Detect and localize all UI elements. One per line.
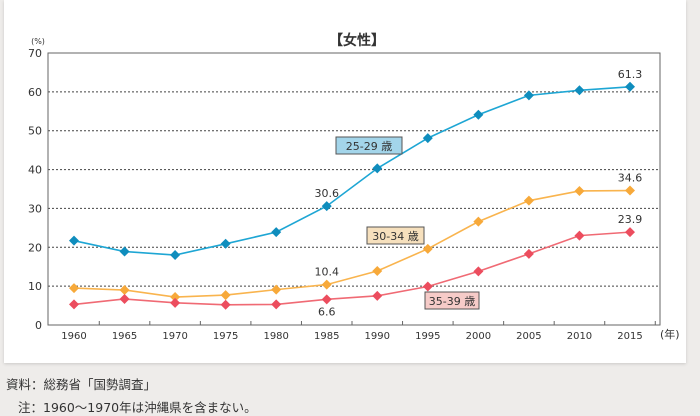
- data-point: [271, 299, 282, 310]
- source-note: 資料：総務省「国勢調査」: [6, 377, 157, 392]
- y-tick-label: 40: [28, 164, 42, 177]
- x-tick-label: 1980: [263, 331, 288, 342]
- data-point: [220, 238, 231, 249]
- data-point: [69, 235, 79, 246]
- data-point: [170, 297, 181, 308]
- data-point: [574, 230, 585, 241]
- data-point: [170, 250, 181, 261]
- x-tick-label: 1970: [162, 331, 187, 342]
- x-tick-label: 2010: [567, 331, 592, 342]
- data-point: [220, 290, 231, 301]
- data-label: 61.3: [618, 68, 643, 81]
- data-point: [69, 299, 79, 310]
- footnote: 注：1960〜1970年は沖縄県を含まない。: [18, 400, 257, 415]
- data-point: [422, 133, 433, 144]
- legend-label-box: [335, 136, 403, 155]
- legend-label-box: [424, 291, 480, 310]
- y-tick-label: 70: [28, 47, 42, 60]
- x-tick-label: 1960: [61, 331, 86, 342]
- x-tick-label: 1975: [213, 331, 238, 342]
- data-point: [119, 246, 130, 257]
- y-tick-label: 50: [28, 125, 42, 138]
- series-line: [73, 189, 631, 298]
- data-label: 6.6: [318, 305, 336, 318]
- legend-label-box: [366, 226, 425, 245]
- data-point: [473, 266, 484, 277]
- y-axis-unit: (%): [31, 37, 45, 46]
- x-tick-label: 2005: [516, 331, 541, 342]
- x-tick-label: 2015: [617, 331, 642, 342]
- x-tick-label: 1995: [415, 331, 440, 342]
- x-axis-unit: (年): [660, 327, 680, 341]
- data-point: [422, 281, 433, 292]
- series-line: [73, 231, 631, 306]
- data-point: [625, 185, 635, 196]
- data-label: 10.4: [314, 266, 339, 279]
- data-point: [271, 284, 282, 295]
- x-tick-label: 1990: [365, 331, 390, 342]
- data-point: [625, 81, 635, 92]
- data-point: [574, 185, 585, 196]
- data-point: [372, 265, 383, 276]
- data-point: [119, 293, 130, 304]
- data-point: [422, 243, 433, 254]
- data-point: [574, 85, 585, 96]
- data-label: 30.6: [314, 187, 339, 200]
- legend-label: 30-34 歳: [372, 230, 418, 243]
- data-point: [321, 294, 332, 305]
- data-point: [625, 227, 635, 238]
- legend-label: 35-39 歳: [429, 295, 475, 308]
- data-point: [372, 290, 383, 301]
- data-point: [69, 283, 79, 294]
- data-point: [220, 299, 231, 310]
- data-point: [473, 109, 484, 120]
- legend-label: 25-29 歳: [346, 140, 392, 153]
- series-line: [73, 86, 631, 256]
- data-point: [271, 227, 282, 238]
- x-tick-label: 2000: [466, 331, 491, 342]
- data-point: [523, 248, 534, 259]
- plot-frame: [47, 52, 661, 326]
- data-label: 34.6: [618, 172, 643, 185]
- data-point: [473, 216, 484, 227]
- y-tick-label: 60: [28, 86, 42, 99]
- y-tick-label: 10: [28, 280, 42, 293]
- chart-title: 【女性】: [329, 32, 385, 49]
- y-tick-label: 30: [28, 202, 42, 215]
- data-point: [523, 90, 534, 101]
- data-point: [321, 201, 332, 212]
- data-point: [321, 279, 332, 290]
- data-label: 23.9: [618, 213, 643, 226]
- y-tick-label: 0: [35, 319, 42, 332]
- x-tick-label: 1965: [112, 331, 137, 342]
- chart-panel: [4, 0, 686, 363]
- x-tick-label: 1985: [314, 331, 339, 342]
- y-tick-label: 20: [28, 241, 42, 254]
- data-point: [119, 285, 130, 296]
- data-point: [372, 163, 383, 174]
- data-point: [523, 195, 534, 206]
- data-point: [170, 292, 181, 303]
